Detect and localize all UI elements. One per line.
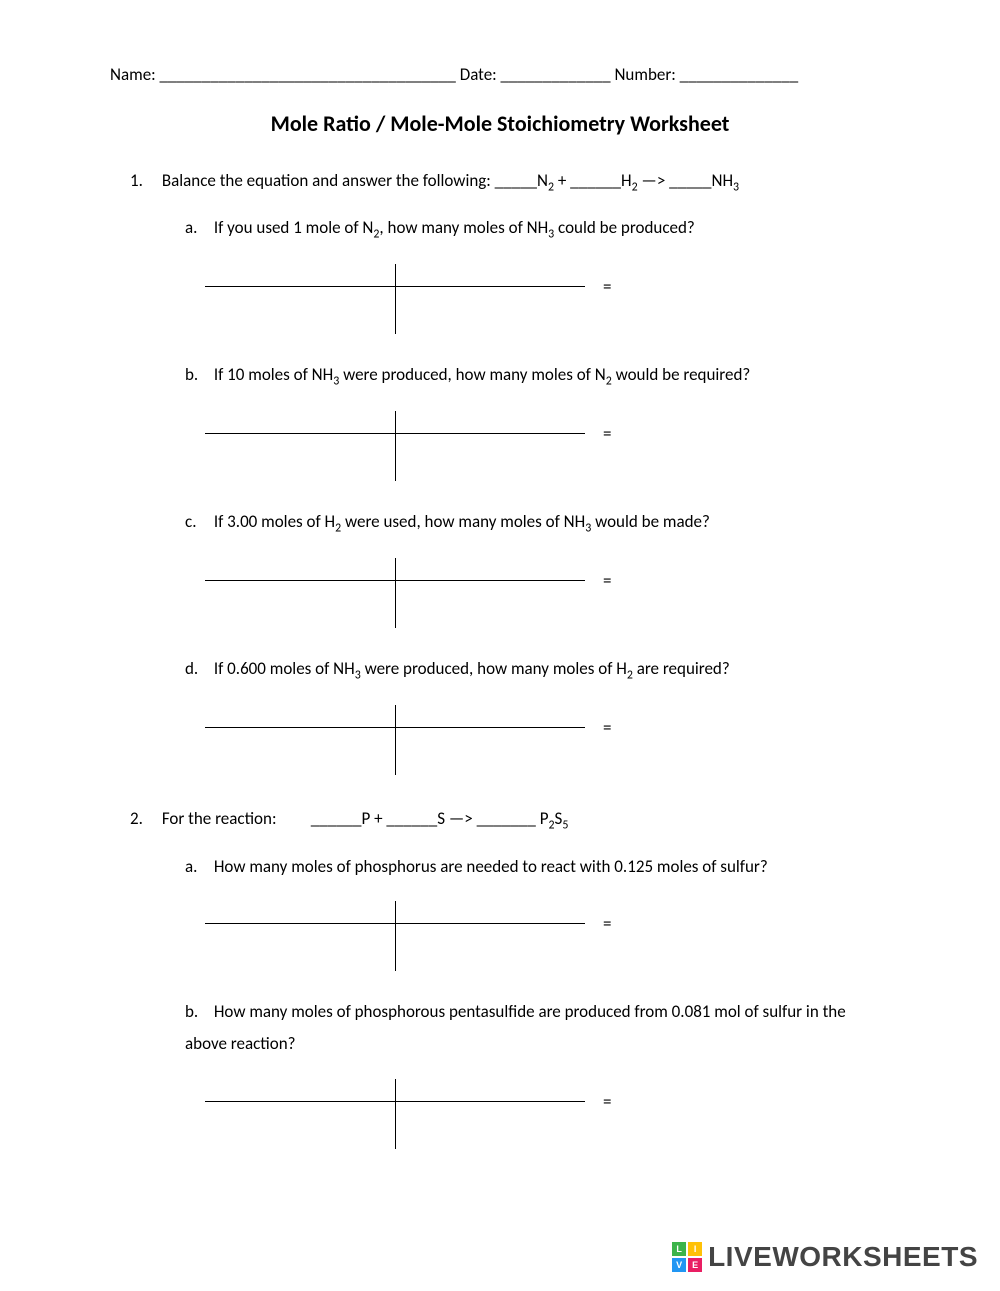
q1b-letter: b.	[185, 359, 210, 391]
equals-sign: =	[603, 913, 611, 934]
q2b-letter: b.	[185, 996, 210, 1028]
q1a: a. If you used 1 mole of N2, how many mo…	[130, 212, 890, 334]
q2a-text: a. How many moles of phosphorus are need…	[185, 851, 890, 883]
equals-sign: =	[603, 1091, 611, 1112]
q1-prompt: 1. Balance the equation and answer the f…	[130, 167, 890, 197]
cross-diagram	[205, 411, 585, 481]
q2a-letter: a.	[185, 851, 210, 883]
vertical-line	[395, 264, 396, 334]
header-info: Name: __________________________________…	[110, 64, 890, 85]
vertical-line	[395, 558, 396, 628]
q1d: d. If 0.600 moles of NH3 were produced, …	[130, 653, 890, 775]
date-field[interactable]: Date: _____________	[460, 64, 611, 85]
logo-cell: E	[688, 1258, 702, 1272]
text-part: would be required?	[612, 364, 751, 385]
text-part: How many moles of phosphorous pentasulfi…	[185, 1001, 846, 1054]
text-part: , how many moles of NH	[379, 217, 548, 238]
q2b-text: b. How many moles of phosphorous pentasu…	[185, 996, 890, 1061]
q2-text-pre: For the reaction:	[162, 805, 307, 832]
q1b-work[interactable]: =	[205, 411, 890, 481]
q2-number: 2.	[130, 805, 158, 832]
q1d-work[interactable]: =	[205, 705, 890, 775]
q1d-letter: d.	[185, 653, 210, 685]
text-part: If 0.600 moles of NH	[214, 658, 355, 679]
cross-diagram	[205, 705, 585, 775]
q2b-work[interactable]: =	[205, 1079, 890, 1149]
liveworksheets-watermark: L I V E LIVEWORKSHEETS	[672, 1241, 978, 1273]
text-part: If 3.00 moles of H	[214, 511, 335, 532]
watermark-logo-icon: L I V E	[672, 1242, 702, 1272]
vertical-line	[395, 1079, 396, 1149]
subscript: 3	[733, 180, 739, 194]
question-1: 1. Balance the equation and answer the f…	[110, 167, 890, 775]
subscript: 5	[562, 819, 568, 833]
q2-eq: ______P + ______S —> _______ P	[311, 808, 549, 829]
text-part: were used, how many moles of NH	[341, 511, 585, 532]
text-part: are required?	[633, 658, 730, 679]
number-field[interactable]: Number: ______________	[614, 64, 798, 85]
q1-text-part: —> _____NH	[638, 170, 733, 191]
q2a: a. How many moles of phosphorus are need…	[130, 851, 890, 971]
logo-cell: I	[688, 1242, 702, 1256]
vertical-line	[395, 411, 396, 481]
q1b-text: b. If 10 moles of NH3 were produced, how…	[185, 359, 890, 393]
q1c: c. If 3.00 moles of H2 were used, how ma…	[130, 506, 890, 628]
text-part: If you used 1 mole of N	[214, 217, 374, 238]
q1c-letter: c.	[185, 506, 210, 538]
q1-number: 1.	[130, 167, 158, 194]
text-part: If 10 moles of NH	[214, 364, 333, 385]
q1b: b. If 10 moles of NH3 were produced, how…	[130, 359, 890, 481]
q2b: b. How many moles of phosphorous pentasu…	[130, 996, 890, 1149]
q1d-text: d. If 0.600 moles of NH3 were produced, …	[185, 653, 890, 687]
q1c-work[interactable]: =	[205, 558, 890, 628]
q1a-work[interactable]: =	[205, 264, 890, 334]
logo-cell: L	[672, 1242, 686, 1256]
text-part: would be made?	[591, 511, 710, 532]
worksheet-title: Mole Ratio / Mole-Mole Stoichiometry Wor…	[110, 110, 890, 137]
equals-sign: =	[603, 276, 611, 297]
q2-prompt: 2. For the reaction: ______P + ______S —…	[130, 805, 890, 835]
name-field[interactable]: Name: __________________________________…	[110, 64, 456, 85]
cross-diagram	[205, 1079, 585, 1149]
vertical-line	[395, 901, 396, 971]
equals-sign: =	[603, 423, 611, 444]
logo-cell: V	[672, 1258, 686, 1272]
cross-diagram	[205, 558, 585, 628]
text-part: were produced, how many moles of N	[339, 364, 605, 385]
q1-text-part: Balance the equation and answer the foll…	[162, 170, 548, 191]
watermark-text: LIVEWORKSHEETS	[708, 1241, 978, 1273]
equals-sign: =	[603, 570, 611, 591]
cross-diagram	[205, 901, 585, 971]
q1a-letter: a.	[185, 212, 210, 244]
text-part: could be produced?	[554, 217, 695, 238]
q1c-text: c. If 3.00 moles of H2 were used, how ma…	[185, 506, 890, 540]
text-part: How many moles of phosphorus are needed …	[214, 856, 768, 877]
equals-sign: =	[603, 717, 611, 738]
worksheet-page: Name: __________________________________…	[0, 0, 1000, 1204]
cross-diagram	[205, 264, 585, 334]
text-part: were produced, how many moles of H	[361, 658, 627, 679]
q1-text-part: + ______H	[554, 170, 632, 191]
q2a-work[interactable]: =	[205, 901, 890, 971]
question-2: 2. For the reaction: ______P + ______S —…	[110, 805, 890, 1148]
vertical-line	[395, 705, 396, 775]
q1a-text: a. If you used 1 mole of N2, how many mo…	[185, 212, 890, 246]
